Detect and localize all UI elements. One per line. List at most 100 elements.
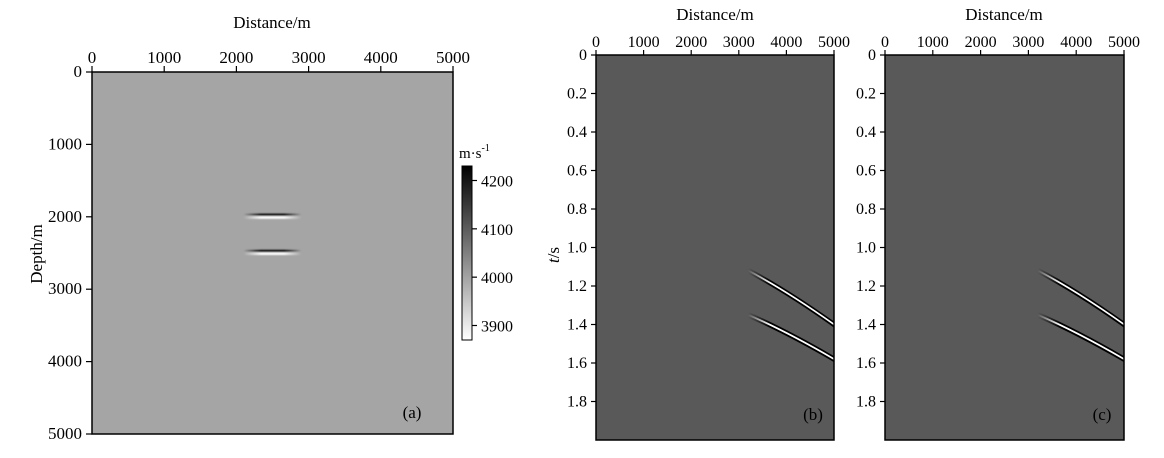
x-tick-label: 2000	[219, 48, 253, 67]
colorbar-tick-label: 4000	[481, 270, 513, 287]
y-tick-label: 0.6	[567, 163, 587, 180]
panel-b-xlabel: Distance/m	[676, 5, 753, 24]
x-tick-label: 0	[881, 34, 889, 51]
y-tick-label: 1.4	[856, 317, 876, 334]
panel-b-ylabel-var: t	[544, 257, 563, 263]
reflection-event	[747, 312, 835, 362]
colorbar-unit: m·s-1	[459, 143, 490, 162]
y-tick-label: 0.8	[856, 201, 876, 218]
y-tick-label: 0	[74, 62, 83, 81]
x-tick-label: 5000	[436, 48, 470, 67]
event-dark-trough	[1037, 271, 1125, 328]
panel-a-ylabel: Depth/m	[27, 224, 46, 284]
y-tick-label: 5000	[48, 424, 82, 443]
y-tick-label: 1.0	[567, 240, 587, 257]
x-tick-label: 2000	[965, 34, 997, 51]
colorbar-unit-main: m·s	[459, 146, 482, 162]
y-tick-label: 1000	[48, 134, 82, 153]
event-dark-trough	[1037, 316, 1125, 362]
y-tick-label: 0.6	[856, 163, 876, 180]
x-tick-label: 1000	[147, 48, 181, 67]
panel-b-ylabel-unit: /s	[544, 247, 563, 258]
y-tick-label: 1.4	[567, 317, 587, 334]
panel-c-y-ticks: 0 0.2 0.4 0.6 0.8 1.0 1.2 1.4 1.6 1.8	[856, 47, 885, 411]
anomaly-light-band	[243, 216, 302, 219]
panel-c-xlabel: Distance/m	[965, 5, 1042, 24]
x-tick-label: 5000	[1108, 34, 1140, 51]
panel-b-y-ticks: 0 0.2 0.4 0.6 0.8 1.0 1.2 1.4 1.6 1.8	[567, 47, 596, 411]
x-tick-label: 3000	[292, 48, 326, 67]
event-light-peak	[1037, 314, 1125, 360]
x-tick-label: 4000	[364, 48, 398, 67]
y-tick-label: 1.2	[856, 278, 876, 295]
panel-b-label: (b)	[803, 405, 823, 424]
colorbar-tick-label: 3900	[481, 319, 513, 336]
panel-c: Distance/m 0 1000 2000 3000 4000 5000 0 0.2 0.4…	[856, 5, 1140, 441]
y-tick-label: 1.0	[856, 240, 876, 257]
colorbar-unit-sup: -1	[482, 143, 490, 154]
y-tick-label: 0	[868, 47, 876, 64]
panel-b: Distance/m 0 1000 2000 3000 4000 5000 0 0.2 0.4…	[544, 5, 850, 441]
y-tick-label: 0.4	[856, 124, 876, 141]
y-tick-label: 3000	[48, 279, 82, 298]
y-tick-label: 0.2	[856, 86, 876, 103]
velocity-anomaly	[243, 213, 302, 219]
anomaly-light-band	[243, 252, 302, 255]
y-tick-label: 0.4	[567, 124, 587, 141]
x-tick-label: 3000	[723, 34, 755, 51]
reflection-event	[1037, 312, 1125, 362]
y-tick-label: 0.8	[567, 201, 587, 218]
y-tick-label: 1.6	[856, 355, 876, 372]
event-light-peak	[747, 269, 835, 326]
event-dark-trough	[747, 312, 835, 358]
x-tick-label: 2000	[675, 34, 707, 51]
panel-a: Distance/m 0 1000 2000 3000 4000 5000 0 1000 20…	[27, 13, 513, 443]
y-tick-label: 2000	[48, 207, 82, 226]
anomaly-dark-band	[243, 213, 302, 216]
x-tick-label: 1000	[628, 34, 660, 51]
x-tick-label: 3000	[1012, 34, 1044, 51]
panel-a-xlabel: Distance/m	[233, 13, 310, 32]
velocity-anomaly	[243, 249, 302, 255]
y-tick-label: 1.8	[567, 394, 587, 411]
event-dark-trough	[1037, 312, 1125, 358]
x-tick-label: 0	[592, 34, 600, 51]
panel-b-ylabel: t/s	[544, 247, 563, 263]
y-tick-label: 1.8	[856, 394, 876, 411]
panel-c-label: (c)	[1093, 405, 1112, 424]
y-tick-label: 1.6	[567, 355, 587, 372]
colorbar-gradient	[461, 165, 473, 341]
reflection-event	[747, 267, 835, 328]
panel-b-frame	[595, 54, 835, 441]
event-dark-trough	[1037, 267, 1125, 324]
panel-b-plot-area	[596, 55, 834, 440]
x-tick-label: 4000	[770, 34, 802, 51]
colorbar: m·s-1 4200 4100 4000 3900	[459, 143, 513, 341]
panel-a-anomalies	[243, 213, 302, 255]
x-tick-label: 0	[88, 48, 97, 67]
panel-b-x-ticks: 0 1000 2000 3000 4000 5000	[592, 34, 850, 55]
event-dark-trough	[747, 267, 835, 324]
event-dark-trough	[747, 316, 835, 362]
x-tick-label: 5000	[818, 34, 850, 51]
event-light-peak	[747, 314, 835, 360]
panel-b-events	[747, 267, 835, 362]
panel-c-x-ticks: 0 1000 2000 3000 4000 5000	[881, 34, 1140, 55]
y-tick-label: 1.2	[567, 278, 587, 295]
anomaly-dark-band	[243, 249, 302, 253]
panel-a-x-ticks: 0 1000 2000 3000 4000 5000	[88, 48, 470, 72]
x-tick-label: 1000	[917, 34, 949, 51]
panel-a-y-ticks: 0 1000 2000 3000 4000 5000	[48, 62, 92, 443]
panel-c-frame	[884, 54, 1125, 441]
y-tick-label: 0	[579, 47, 587, 64]
event-light-peak	[1037, 269, 1125, 326]
panel-c-plot-area	[885, 55, 1124, 440]
panel-a-frame	[91, 71, 454, 435]
panel-a-label: (a)	[403, 403, 422, 422]
y-tick-label: 4000	[48, 352, 82, 371]
x-tick-label: 4000	[1060, 34, 1092, 51]
colorbar-tick-label: 4200	[481, 174, 513, 191]
reflection-event	[1037, 267, 1125, 328]
colorbar-tick-label: 4100	[481, 222, 513, 239]
